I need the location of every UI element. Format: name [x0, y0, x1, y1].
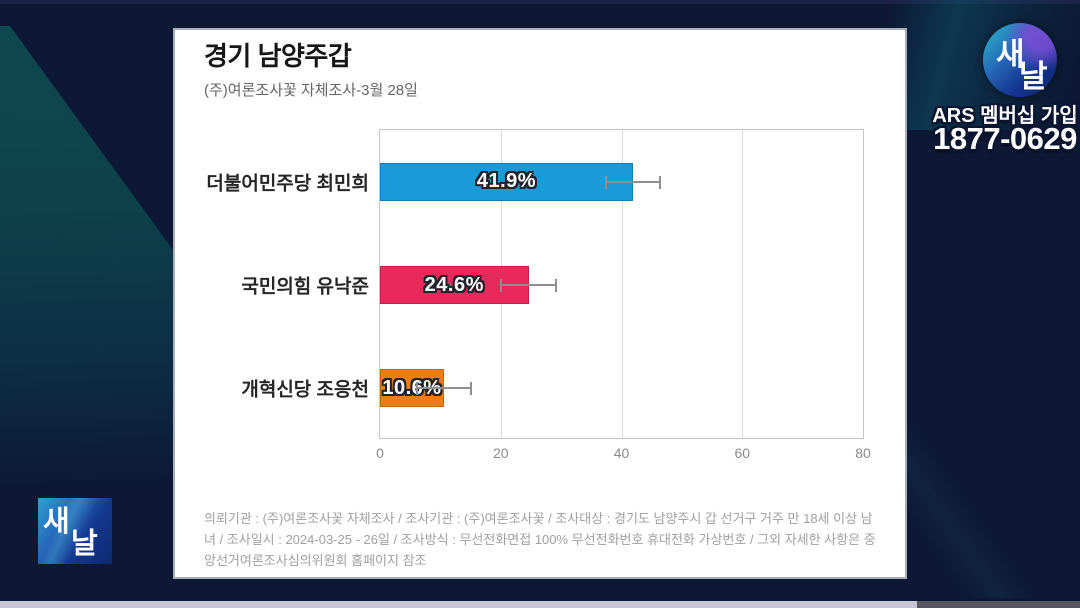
- top-edge-strip: [0, 0, 1080, 4]
- survey-subtitle: (주)여론조사꽃 자체조사-3월 28일: [204, 82, 418, 99]
- station-logo-char-top: 새: [996, 37, 1025, 72]
- gridline: [621, 130, 623, 438]
- bar-value-label: 10.6%: [382, 376, 442, 399]
- station-logo-char-bottom: 날: [71, 528, 98, 560]
- station-logo-char-top: 새: [43, 506, 70, 538]
- x-tick-label: 0: [376, 445, 384, 461]
- background-teal-wedge: [0, 26, 174, 486]
- bar-value-label: 41.9%: [476, 170, 537, 193]
- survey-disclaimer: 의뢰기관 : (주)여론조사꽃 자체조사 / 조사기관 : (주)여론조사꽃 /…: [204, 511, 876, 569]
- x-tick-label: 80: [855, 445, 871, 461]
- x-tick-label: 60: [734, 445, 751, 461]
- error-bar: [604, 175, 662, 189]
- station-logo-char-bottom: 날: [1019, 59, 1048, 94]
- video-progress-played[interactable]: [0, 601, 917, 608]
- x-tick-label: 40: [613, 445, 630, 461]
- video-progress-bar[interactable]: [0, 601, 1080, 608]
- poll-result-card: 경기 남양주갑 (주)여론조사꽃 자체조사-3월 28일 0 20 40 60 80 더불…: [173, 28, 907, 579]
- x-tick-label: 20: [492, 445, 509, 461]
- ars-membership-label: ARS 멤버십 가입: [932, 105, 1078, 127]
- bar: 41.9%: [380, 162, 633, 201]
- bar: 24.6%: [380, 266, 529, 304]
- error-bar: [415, 382, 473, 396]
- bar-value-label: 24.6%: [424, 273, 484, 296]
- station-logo-circle: 새 날: [983, 23, 1057, 97]
- station-logo-square: 새 날: [38, 498, 112, 564]
- plot-area: 0 20 40 60 80 더불어민주당 최민희 41.9% 국민의힘 유낙준 24.6% 개혁신…: [206, 129, 871, 461]
- gridline: [742, 130, 744, 438]
- error-bar: [500, 279, 557, 292]
- ars-phone-number: 1877-0629: [933, 121, 1077, 156]
- category-label: 국민의힘 유낙준: [241, 276, 369, 298]
- district-title: 경기 남양주갑: [204, 41, 352, 71]
- category-label: 개혁신당 조응천: [241, 379, 369, 401]
- category-label: 더불어민주당 최민희: [206, 173, 369, 195]
